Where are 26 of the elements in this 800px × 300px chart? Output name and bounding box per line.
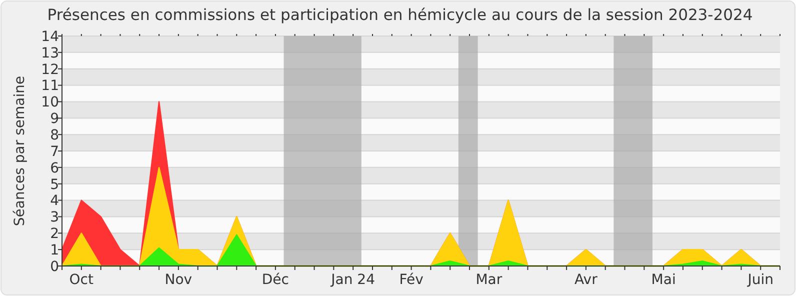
y-tick-label: 10 <box>41 94 59 111</box>
y-tick-label: 2 <box>50 226 59 242</box>
y-tick-label: 8 <box>50 127 59 144</box>
x-tick-label: Mai <box>651 272 676 288</box>
y-tick-label: 7 <box>50 144 59 160</box>
y-tick-label: 9 <box>50 111 59 128</box>
x-tick-label: Fév <box>399 272 424 288</box>
y-tick-label: 11 <box>41 78 59 94</box>
y-axis-title: Séances par semaine <box>12 76 28 226</box>
y-tick-label: 4 <box>50 193 60 210</box>
y-tick-label: 1 <box>50 242 59 258</box>
x-tick-label: Déc <box>262 272 290 288</box>
y-tick-label: 12 <box>41 62 59 78</box>
x-tick-label: Nov <box>164 272 192 288</box>
x-tick-label: Mar <box>476 272 502 288</box>
y-tick-label: 6 <box>50 160 60 176</box>
y-tick-label: 3 <box>50 210 59 226</box>
chart-title: Présences en commissions et participation en hémicycle au cours de la session 2023-2024 <box>47 6 753 24</box>
y-tick-label: 13 <box>41 45 59 62</box>
y-tick-label: 5 <box>50 176 59 193</box>
y-tick-label: 0 <box>50 258 59 275</box>
y-tick-label: 14 <box>41 28 60 45</box>
x-tick-label: Oct <box>69 272 94 288</box>
x-tick-label: Jan 24 <box>330 272 376 288</box>
x-tick-label: Juin <box>746 272 774 288</box>
x-tick-label: Avr <box>574 272 598 288</box>
